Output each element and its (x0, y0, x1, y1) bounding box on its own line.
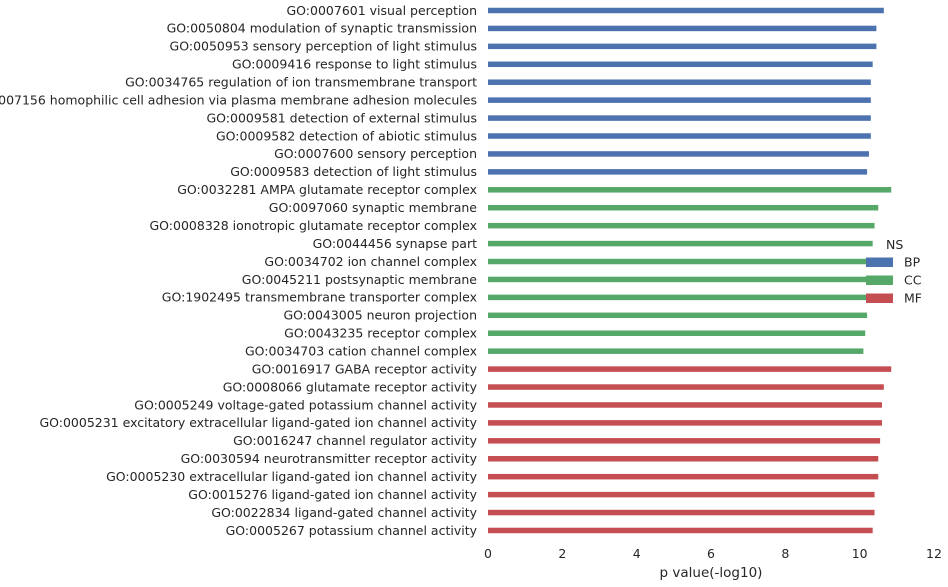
bar (488, 348, 864, 354)
bar (488, 25, 877, 32)
category-label: GO:0005267 potassium channel activity (226, 523, 478, 538)
category-label: GO:1902495 transmembrane transporter com… (162, 290, 477, 305)
bar (488, 456, 879, 462)
category-label: GO:0032281 AMPA glutamate receptor compl… (177, 182, 477, 197)
bar (488, 258, 871, 265)
x-tick-label: 10 (852, 546, 868, 561)
category-label: GO:0007156 homophilic cell adhesion via … (0, 92, 477, 107)
x-tick-label: 0 (484, 546, 492, 561)
category-label: GO:0009416 response to light stimulus (232, 57, 477, 72)
legend-entries: BP CC MF (866, 255, 922, 306)
legend-swatch (866, 293, 893, 303)
bar (488, 240, 873, 247)
bar (488, 527, 873, 534)
bar (488, 97, 871, 103)
bar (488, 402, 882, 408)
category-label: GO:0009583 detection of light stimulus (230, 164, 477, 179)
category-label: GO:0015276 ligand-gated ion channel acti… (188, 487, 477, 502)
bar (488, 276, 871, 283)
category-label: GO:0045211 postsynaptic membrane (242, 272, 478, 287)
category-label: GO:0097060 synaptic membrane (269, 200, 478, 215)
category-label: GO:0005249 voltage-gated potassium chann… (134, 397, 477, 412)
bar (488, 187, 892, 193)
category-label: GO:0050804 modulation of synaptic transm… (167, 21, 477, 36)
legend-swatch (866, 257, 893, 267)
bar (488, 79, 871, 85)
x-tick-label: 12 (926, 546, 942, 561)
bar (488, 222, 875, 229)
category-label: GO:0034703 cation channel complex (245, 343, 477, 358)
bar (488, 204, 879, 211)
legend: NS BP CC MF (866, 237, 922, 306)
bars-layer (488, 7, 892, 534)
category-label: GO:0008328 ionotropic glutamate receptor… (150, 218, 478, 233)
x-tick-label: 2 (558, 546, 566, 561)
bar (488, 169, 868, 175)
bar (488, 312, 868, 319)
category-label: GO:0005230 extracellular ligand-gated io… (106, 469, 478, 484)
legend-title: NS (886, 237, 903, 252)
x-axis-ticks: 0 2 4 6 8 10 12 (484, 546, 942, 561)
category-label: GO:0034702 ion channel complex (264, 254, 477, 269)
x-axis-title: p value(-log10) (660, 565, 763, 581)
category-label: GO:0050953 sensory perception of light s… (170, 39, 477, 54)
bar (488, 491, 875, 498)
category-label: GO:0043235 receptor complex (284, 326, 477, 341)
bar (488, 294, 869, 301)
legend-label: MF (904, 291, 922, 306)
category-label: GO:0043005 neuron projection (283, 308, 477, 323)
x-tick-label: 8 (781, 546, 789, 561)
bar (488, 473, 879, 480)
legend-label: CC (904, 273, 922, 288)
bar (488, 509, 875, 516)
bar (488, 366, 892, 372)
category-label: GO:0016917 GABA receptor activity (252, 361, 478, 376)
bar (488, 384, 884, 390)
bar (488, 7, 884, 14)
category-label: GO:0034765 regulation of ion transmembra… (125, 75, 477, 90)
category-label: GO:0022834 ligand-gated channel activity (211, 505, 477, 520)
bar (488, 61, 873, 68)
category-label: GO:0016247 channel regulator activity (233, 433, 477, 448)
bar (488, 438, 881, 444)
bar (488, 115, 871, 121)
bar (488, 330, 866, 336)
legend-swatch (866, 275, 893, 285)
category-labels: GO:0007601 visual perception GO:0050804 m… (0, 3, 478, 538)
category-label: GO:0007600 sensory perception (274, 146, 477, 161)
bar (488, 43, 877, 50)
category-label: GO:0009581 detection of external stimulu… (207, 110, 478, 125)
bar (488, 133, 871, 139)
bar (488, 151, 869, 157)
category-label: GO:0009582 detection of abiotic stimulus (216, 128, 477, 143)
category-label: GO:0008066 glutamate receptor activity (223, 379, 478, 394)
category-label: GO:0030594 neurotransmitter receptor act… (181, 451, 478, 466)
category-label: GO:0044456 synapse part (313, 236, 477, 251)
category-label: GO:0005231 excitatory extracellular liga… (39, 415, 477, 430)
bar (488, 420, 882, 426)
legend-label: BP (904, 255, 921, 270)
x-tick-label: 6 (707, 546, 715, 561)
x-tick-label: 4 (633, 546, 641, 561)
category-label: GO:0007601 visual perception (286, 3, 477, 18)
